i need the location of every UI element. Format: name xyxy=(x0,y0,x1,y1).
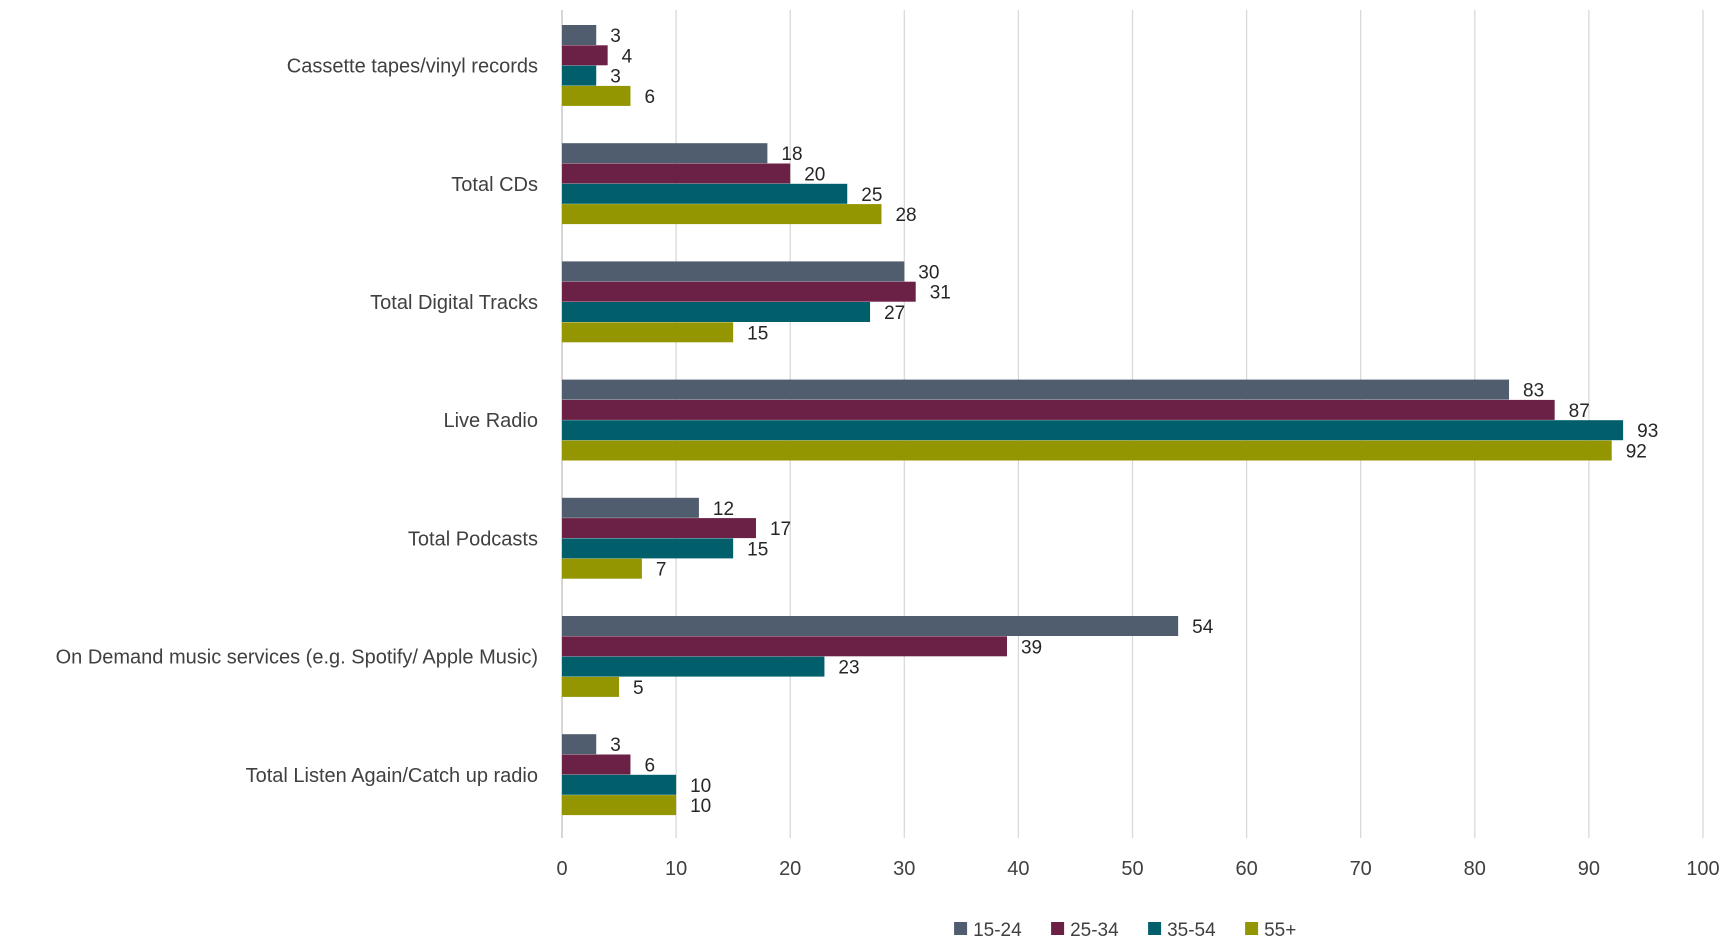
bar xyxy=(562,143,768,164)
bar xyxy=(562,774,677,795)
data-label: 30 xyxy=(918,262,939,283)
legend-swatch xyxy=(1051,922,1065,935)
data-label: 3 xyxy=(610,26,621,47)
data-label: 6 xyxy=(644,87,655,108)
x-tick-label: 30 xyxy=(893,858,915,880)
data-label: 10 xyxy=(690,776,711,797)
legend-label: 25-34 xyxy=(1070,920,1119,941)
bar xyxy=(562,795,677,816)
bar xyxy=(562,497,699,518)
data-label: 20 xyxy=(804,165,825,186)
data-label: 15 xyxy=(747,323,768,344)
x-tick-label: 0 xyxy=(556,858,567,880)
data-label: 15 xyxy=(747,539,768,560)
legend: 15-24 25-34 35-54 55+ xyxy=(954,920,1296,941)
bar xyxy=(562,518,756,539)
bar xyxy=(562,65,597,86)
bar xyxy=(562,25,597,45)
category-label: Total CDs xyxy=(451,174,538,196)
legend-swatch xyxy=(1245,922,1259,935)
bar xyxy=(562,538,734,559)
x-tick-label: 40 xyxy=(1007,858,1029,880)
bar xyxy=(562,379,1510,400)
data-label: 6 xyxy=(644,756,655,777)
data-label: 28 xyxy=(895,205,916,226)
bar xyxy=(562,261,905,282)
data-label: 87 xyxy=(1569,401,1590,422)
data-label: 12 xyxy=(713,499,734,520)
bar xyxy=(562,420,1624,441)
category-label: Total Listen Again/Catch up radio xyxy=(246,765,538,787)
bar xyxy=(562,616,1179,636)
data-label: 54 xyxy=(1192,617,1214,638)
x-tick-label: 70 xyxy=(1350,858,1372,880)
data-label: 3 xyxy=(610,67,621,88)
legend-label: 15-24 xyxy=(973,920,1022,941)
category-label: Total Podcasts xyxy=(408,528,538,550)
data-label: 17 xyxy=(770,519,791,540)
legend-swatch xyxy=(1148,922,1162,935)
legend-label: 35-54 xyxy=(1167,920,1216,941)
bar xyxy=(562,302,871,322)
bar xyxy=(562,183,848,204)
data-label: 92 xyxy=(1626,442,1647,463)
x-tick-label: 80 xyxy=(1464,858,1486,880)
category-label: Total Digital Tracks xyxy=(370,292,538,314)
bar xyxy=(562,636,1007,657)
x-tick-label: 50 xyxy=(1121,858,1143,880)
data-label: 5 xyxy=(633,678,644,699)
bar xyxy=(562,399,1555,420)
bar xyxy=(562,85,631,106)
data-label: 7 xyxy=(656,560,667,581)
data-labels: 3436182025283031271583879392121715754392… xyxy=(610,26,1658,817)
category-label: Cassette tapes/vinyl records xyxy=(287,56,538,78)
data-label: 4 xyxy=(622,46,633,67)
bar xyxy=(562,734,597,755)
bar xyxy=(562,163,791,184)
x-tick-label: 20 xyxy=(779,858,801,880)
x-tick-label: 10 xyxy=(665,858,687,880)
data-label: 27 xyxy=(884,303,905,324)
bar xyxy=(562,440,1612,461)
bar xyxy=(562,281,916,302)
bar xyxy=(562,322,734,343)
data-label: 10 xyxy=(690,796,711,817)
data-label: 25 xyxy=(861,185,882,206)
bars xyxy=(562,25,1624,816)
x-tick-label: 100 xyxy=(1686,858,1719,880)
bar xyxy=(562,676,620,697)
category-labels: Cassette tapes/vinyl records Total CDs Tot… xyxy=(56,56,538,787)
bar xyxy=(562,45,608,66)
legend-label: 55+ xyxy=(1264,920,1296,941)
bar xyxy=(562,656,825,677)
bar xyxy=(562,204,882,225)
data-label: 83 xyxy=(1523,381,1544,402)
bar xyxy=(562,754,631,775)
bar xyxy=(562,558,642,579)
data-label: 18 xyxy=(781,144,802,165)
data-label: 39 xyxy=(1021,637,1042,658)
x-axis-tick-labels: 0 10 20 30 40 50 60 70 80 90 100 xyxy=(556,858,1719,880)
x-tick-label: 60 xyxy=(1235,858,1257,880)
data-label: 31 xyxy=(930,283,951,304)
data-label: 3 xyxy=(610,735,621,756)
data-label: 23 xyxy=(838,658,859,679)
category-label: Live Radio xyxy=(443,410,538,432)
category-label: On Demand music services (e.g. Spotify/ … xyxy=(56,647,538,669)
data-label: 93 xyxy=(1637,421,1658,442)
legend-swatch xyxy=(954,922,968,935)
x-tick-label: 90 xyxy=(1578,858,1600,880)
